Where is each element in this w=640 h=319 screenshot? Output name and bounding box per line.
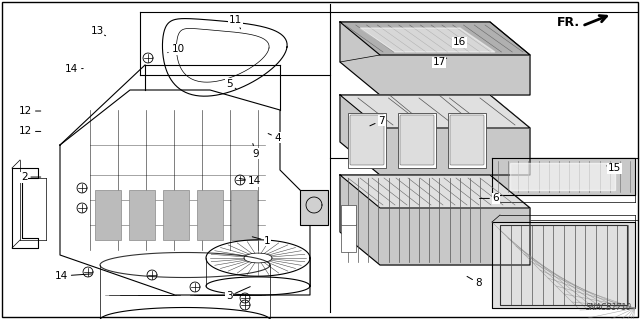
Text: 14: 14 — [65, 63, 83, 74]
Polygon shape — [492, 222, 635, 308]
Bar — [129, 190, 155, 240]
Bar — [448, 113, 486, 168]
Bar — [348, 113, 386, 168]
Polygon shape — [340, 95, 530, 175]
Polygon shape — [340, 22, 530, 95]
Text: 17: 17 — [433, 57, 447, 67]
Polygon shape — [340, 175, 530, 265]
Text: 10: 10 — [168, 44, 184, 55]
Bar — [163, 190, 189, 240]
Text: 12: 12 — [19, 126, 41, 137]
FancyBboxPatch shape — [450, 115, 484, 165]
Text: 14: 14 — [239, 176, 261, 186]
Polygon shape — [510, 163, 615, 190]
Text: 9: 9 — [253, 144, 259, 159]
Text: 12: 12 — [19, 106, 41, 116]
Text: 16: 16 — [453, 37, 466, 47]
Text: 7: 7 — [370, 115, 385, 126]
Bar — [341, 224, 356, 252]
Text: 8: 8 — [467, 276, 482, 288]
Text: 15: 15 — [607, 163, 621, 174]
Text: FR.: FR. — [557, 16, 580, 28]
Text: 5: 5 — [226, 78, 237, 89]
Bar — [398, 113, 436, 168]
Bar — [500, 225, 627, 305]
Text: SNACB1710: SNACB1710 — [586, 303, 632, 313]
Bar — [197, 190, 223, 240]
Polygon shape — [340, 22, 530, 55]
Text: 1: 1 — [252, 236, 271, 246]
Bar — [231, 190, 257, 240]
Polygon shape — [360, 28, 495, 52]
Text: 14: 14 — [55, 271, 92, 281]
FancyBboxPatch shape — [400, 115, 434, 165]
Text: 11: 11 — [229, 15, 242, 29]
FancyBboxPatch shape — [350, 115, 384, 165]
Bar — [95, 190, 121, 240]
Text: 2: 2 — [21, 172, 41, 182]
Polygon shape — [340, 95, 530, 128]
Text: 13: 13 — [91, 26, 106, 36]
Polygon shape — [492, 158, 635, 195]
Text: 6: 6 — [479, 193, 499, 204]
Text: 4: 4 — [268, 133, 281, 143]
Bar — [300, 190, 328, 225]
Polygon shape — [340, 175, 530, 208]
Bar — [341, 205, 356, 225]
Text: 3: 3 — [226, 287, 250, 301]
